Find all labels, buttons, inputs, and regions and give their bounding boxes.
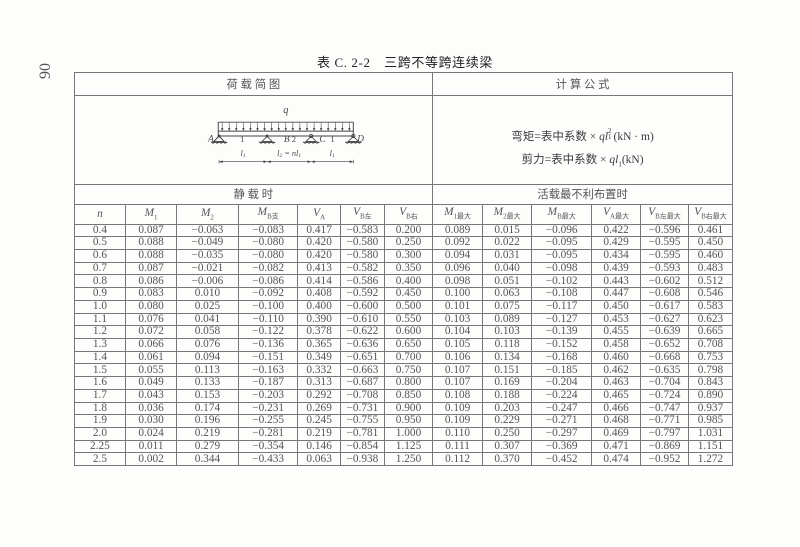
svg-text:1: 1 xyxy=(331,135,335,144)
svg-text:l1: l1 xyxy=(330,149,335,159)
svg-text:A: A xyxy=(207,135,214,145)
svg-text:1: 1 xyxy=(240,135,244,144)
svg-text:D: D xyxy=(357,135,365,145)
svg-text:l1: l1 xyxy=(241,149,246,159)
svg-text:l2 = nl1: l2 = nl1 xyxy=(277,149,301,159)
svg-text:q: q xyxy=(284,105,289,116)
svg-text:B: B xyxy=(284,135,290,145)
svg-text:2: 2 xyxy=(292,135,296,144)
svg-text:C: C xyxy=(320,135,327,145)
